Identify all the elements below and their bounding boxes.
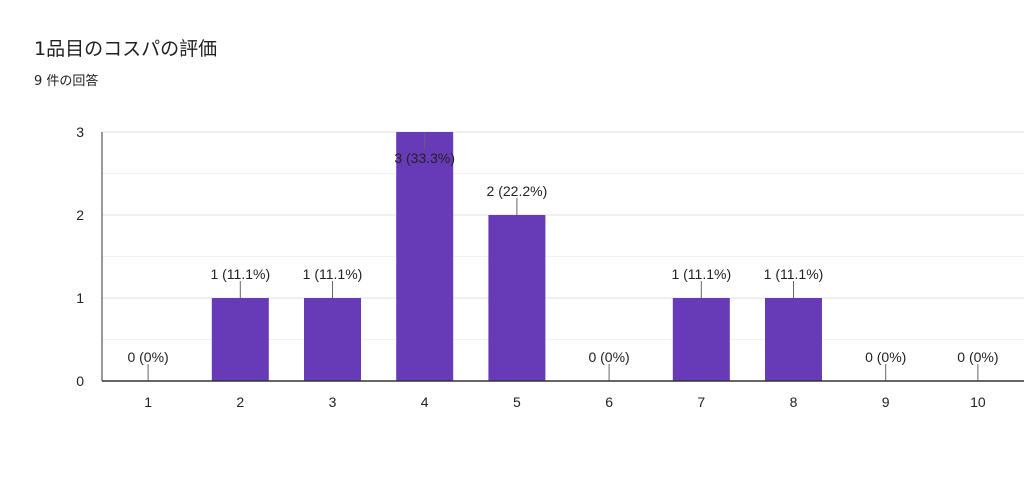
x-tick-label: 1 [144, 394, 152, 410]
bar [304, 298, 361, 381]
x-tick-label: 3 [329, 394, 337, 410]
data-label: 0 (0%) [588, 349, 629, 365]
x-tick-label: 7 [697, 394, 705, 410]
y-tick-label: 2 [76, 207, 84, 223]
x-tick-label: 2 [236, 394, 244, 410]
x-tick-label: 8 [790, 394, 798, 410]
bar [396, 132, 454, 381]
x-tick-label: 10 [970, 394, 986, 410]
data-label: 0 (0%) [957, 349, 998, 365]
y-tick-label: 3 [76, 124, 84, 140]
y-tick-label: 0 [76, 373, 84, 389]
data-label: 2 (22.2%) [487, 183, 548, 199]
data-label: 1 (11.1%) [303, 266, 363, 282]
data-label: 1 (11.1%) [671, 266, 731, 282]
data-label: 0 (0%) [865, 349, 906, 365]
data-label: 3 (33.3%) [394, 150, 455, 166]
bar [211, 298, 269, 381]
chart-title: 1品目のコスパの評価 [34, 38, 218, 60]
x-tick-label: 9 [882, 394, 890, 410]
data-label: 1 (11.1%) [764, 266, 824, 282]
data-label: 0 (0%) [127, 349, 168, 365]
x-tick-label: 4 [421, 394, 429, 410]
x-tick-label: 5 [513, 394, 521, 410]
bar [672, 298, 730, 381]
bar [765, 298, 822, 381]
y-tick-label: 1 [76, 290, 84, 306]
response-count: 9 件の回答 [34, 74, 99, 89]
bar [488, 215, 546, 381]
data-label: 1 (11.1%) [210, 266, 270, 282]
x-tick-label: 6 [605, 394, 613, 410]
